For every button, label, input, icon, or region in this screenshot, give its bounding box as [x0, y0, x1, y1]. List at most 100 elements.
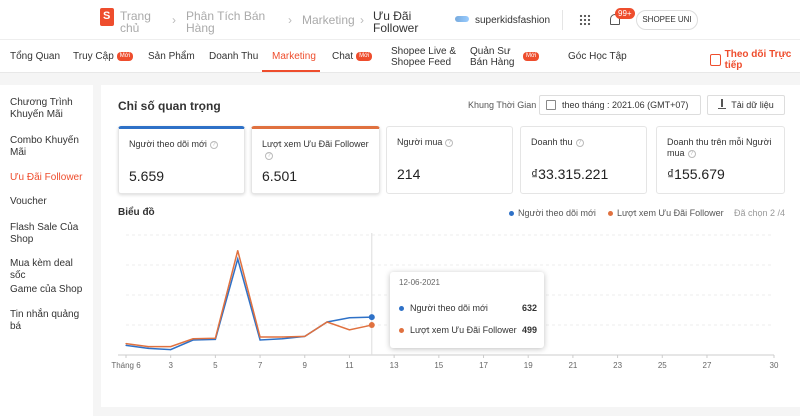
time-frame-label: Khung Thời Gian	[468, 100, 537, 110]
series-line-1	[125, 256, 372, 351]
tooltip-row-label: Người theo dõi mới	[410, 303, 488, 313]
x-tick-label: 25	[658, 361, 667, 370]
chevron-right-icon: ›	[172, 13, 176, 27]
download-data-button[interactable]: Tải dữ liệu	[707, 95, 785, 115]
shop-icon	[455, 16, 469, 22]
tooltip-row-value: 632	[521, 303, 537, 313]
sidebar-item-broadcast[interactable]: Tin nhắn quảng bá	[10, 309, 80, 332]
data-point	[326, 321, 328, 323]
metric-card-revenue[interactable]: Doanh thu? ₫33.315.221	[520, 126, 647, 194]
breadcrumb-sales-analysis[interactable]: Phân Tích Bán Hàng	[186, 9, 266, 35]
metric-label-text: Doanh thu trên mỗi Người mua	[667, 137, 772, 158]
tab-products[interactable]: Sản Phẩm	[148, 40, 195, 73]
data-point	[368, 314, 375, 321]
tab-shopee-live-feed[interactable]: Shopee Live & Shopee Feed	[391, 40, 457, 73]
tab-label: Góc Học Tập	[568, 51, 627, 62]
tooltip-row-follower-deal-views: Lượt xem Ưu Đãi Follower 499	[399, 325, 537, 335]
tab-label: Marketing	[272, 51, 316, 62]
tooltip-row-value: 499	[521, 325, 537, 335]
sidebar-item-voucher[interactable]: Voucher	[10, 196, 47, 207]
metric-label: Doanh thu?	[531, 137, 646, 148]
x-tick-label: 11	[345, 361, 354, 370]
divider	[562, 10, 563, 30]
sidebar-item-flash-sale[interactable]: Flash Sale Của Shop	[10, 222, 79, 245]
tab-label: Truy Cập	[73, 51, 114, 62]
live-tracking-link[interactable]: Theo dõi Trực tiếp	[710, 49, 800, 71]
tab-marketing[interactable]: Marketing	[272, 40, 316, 73]
help-icon[interactable]: ?	[687, 149, 696, 158]
sidebar-item-follower-deal[interactable]: Ưu Đãi Follower	[10, 172, 83, 183]
tab-label: Sản Phẩm	[148, 51, 195, 62]
line-chart[interactable]: Tháng 6 3 5 7 9 11 13 15 17 19 21 23 25 27 30	[101, 85, 800, 407]
tooltip-dot	[399, 305, 404, 311]
new-badge: Mới	[356, 52, 373, 61]
shop-name[interactable]: superkidsfashion	[475, 15, 551, 26]
help-icon[interactable]: ?	[209, 140, 218, 149]
sidebar-item-shop-game[interactable]: Game của Shop	[10, 284, 83, 295]
tab-learning-corner[interactable]: Góc Học Tập	[568, 40, 627, 73]
metric-card-revenue-per-buyer[interactable]: Doanh thu trên mỗi Người mua? ₫155.679	[656, 126, 785, 194]
sidebar-item-promotions[interactable]: Chương Trình Khuyến Mãi	[10, 97, 73, 120]
help-icon[interactable]: ?	[575, 138, 584, 147]
user-account-button[interactable]: SHOPEE UNI	[636, 10, 698, 30]
metric-label-text: Lượt xem Ưu Đãi Follower	[262, 139, 369, 149]
time-frame-picker[interactable]: theo tháng : 2021.06 (GMT+07)	[539, 95, 701, 115]
legend-item-new-followers[interactable]: Người theo dõi mới	[509, 208, 596, 218]
help-icon[interactable]: ?	[265, 151, 273, 160]
legend-dot	[608, 210, 613, 216]
metric-value: ₫33.315.221	[531, 166, 609, 182]
series-line-2	[125, 250, 372, 348]
tab-traffic[interactable]: Truy Cập Mới	[73, 40, 134, 73]
breadcrumb-home[interactable]: Trang chủ	[120, 9, 151, 35]
data-point	[259, 339, 261, 341]
sidebar: Chương Trình Khuyến Mãi Combo Khuyến Mãi…	[0, 85, 93, 416]
metric-label: Lượt xem Ưu Đãi Follower?	[262, 139, 377, 161]
data-point	[214, 338, 216, 340]
top-header: Trang chủ › Phân Tích Bán Hàng › Marketi…	[0, 0, 800, 40]
data-point	[348, 329, 351, 331]
data-point	[214, 337, 216, 339]
data-point	[192, 338, 194, 340]
data-point	[281, 338, 284, 340]
x-tick-label: 15	[434, 361, 443, 370]
metric-value: 6.501	[262, 168, 298, 184]
metric-value: 5.659	[129, 168, 165, 184]
metric-card-buyers[interactable]: Người mua? 214	[386, 126, 513, 194]
selected-count: Đã chọn 2 /4	[734, 208, 786, 218]
chevron-right-icon: ›	[288, 13, 292, 27]
download-icon	[718, 99, 727, 109]
help-icon[interactable]: ?	[445, 138, 454, 147]
legend-label: Người theo dõi mới	[518, 208, 596, 218]
legend-item-follower-deal-views[interactable]: Lượt xem Ưu Đãi Follower	[608, 208, 724, 218]
time-frame-value: theo tháng : 2021.06 (GMT+07)	[562, 100, 689, 110]
data-point	[147, 346, 149, 348]
section-title: Chỉ số quan trọng	[118, 99, 221, 113]
tab-overview[interactable]: Tổng Quan	[10, 40, 60, 73]
data-point	[237, 250, 239, 252]
data-point	[348, 317, 351, 319]
metric-label: Doanh thu trên mỗi Người mua?	[667, 137, 779, 159]
tab-label: Shopee Live & Shopee Feed	[391, 45, 457, 68]
breadcrumb-current: Ưu Đãi Follower	[373, 9, 419, 35]
tab-chat[interactable]: Chat Mới	[332, 40, 373, 73]
apps-grid-icon[interactable]	[579, 14, 591, 26]
shopee-logo-icon[interactable]	[100, 8, 114, 26]
x-tick-label: 27	[703, 361, 712, 370]
active-tab-indicator	[262, 70, 320, 72]
sidebar-item-add-on-deal[interactable]: Mua kèm deal sốc	[10, 258, 73, 281]
metric-label: Người mua?	[397, 137, 512, 148]
sidebar-item-combo[interactable]: Combo Khuyến Mãi	[10, 135, 79, 158]
x-tick-label: 5	[213, 361, 218, 370]
tab-sales-advisor[interactable]: Quản Sư Bán Hàng Mới	[470, 40, 550, 73]
metric-card-follower-deal-views[interactable]: Lượt xem Ưu Đãi Follower? 6.501	[251, 126, 380, 194]
tab-revenue[interactable]: Doanh Thu	[209, 40, 258, 73]
calendar-icon	[546, 100, 556, 110]
notification-badge: 99+	[615, 8, 635, 19]
data-point	[125, 344, 127, 346]
breadcrumb-marketing[interactable]: Marketing	[302, 13, 355, 27]
x-tick-label: 23	[613, 361, 622, 370]
metric-card-new-followers[interactable]: Người theo dõi mới? 5.659	[118, 126, 245, 194]
x-tick-label: 7	[258, 361, 263, 370]
metric-value: ₫155.679	[667, 166, 725, 182]
tooltip-row-label: Lượt xem Ưu Đãi Follower	[410, 325, 517, 335]
